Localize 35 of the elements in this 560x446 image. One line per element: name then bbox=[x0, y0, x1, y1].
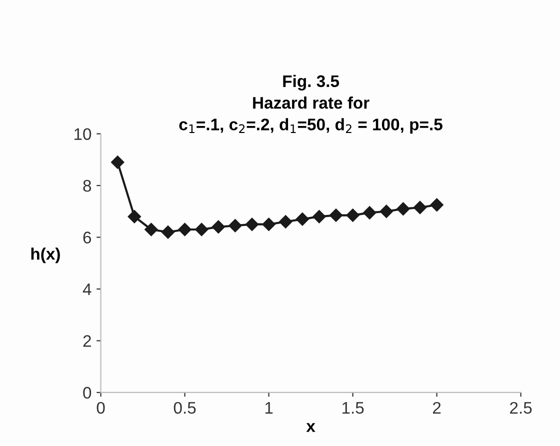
point bbox=[161, 226, 175, 239]
point bbox=[262, 218, 276, 231]
point bbox=[279, 215, 292, 228]
point bbox=[380, 204, 393, 218]
x-tick-label: 2 bbox=[433, 402, 441, 414]
point bbox=[296, 212, 309, 226]
y-tick-label: 6 bbox=[83, 232, 92, 244]
x-tick-label: 1 bbox=[265, 402, 273, 414]
point bbox=[245, 218, 259, 231]
point bbox=[363, 206, 376, 220]
point bbox=[329, 208, 343, 222]
point bbox=[396, 202, 410, 216]
y-tick-label: 10 bbox=[74, 128, 92, 140]
y-tick-label: 8 bbox=[83, 180, 92, 192]
y-tick-label: 4 bbox=[82, 284, 92, 296]
x-tick-label: 1.5 bbox=[342, 402, 364, 414]
y-tick-label: 0 bbox=[83, 386, 92, 399]
point bbox=[228, 219, 242, 232]
x-tick-label: 0 bbox=[96, 402, 105, 414]
point bbox=[144, 222, 158, 236]
point bbox=[212, 220, 225, 234]
point bbox=[346, 208, 360, 222]
point bbox=[128, 210, 141, 224]
point bbox=[178, 222, 192, 236]
point bbox=[111, 156, 124, 169]
x-axis-title: x bbox=[306, 423, 316, 432]
x-tick-label: 2.5 bbox=[510, 402, 532, 414]
point bbox=[195, 222, 208, 236]
y-axis-title: h(x) bbox=[31, 248, 60, 264]
point bbox=[312, 210, 326, 224]
point bbox=[413, 200, 427, 214]
chart-title: Fig. 3.5 Hazard rate for c$_{1}$=.1, c$_{2}$=.2, d$_{1}$=50, d$_{2}$ = 100, p=.5 bbox=[179, 74, 442, 134]
y-tick-label: 2 bbox=[83, 335, 91, 347]
point bbox=[430, 198, 444, 212]
x-tick-label: 0.5 bbox=[174, 402, 196, 414]
